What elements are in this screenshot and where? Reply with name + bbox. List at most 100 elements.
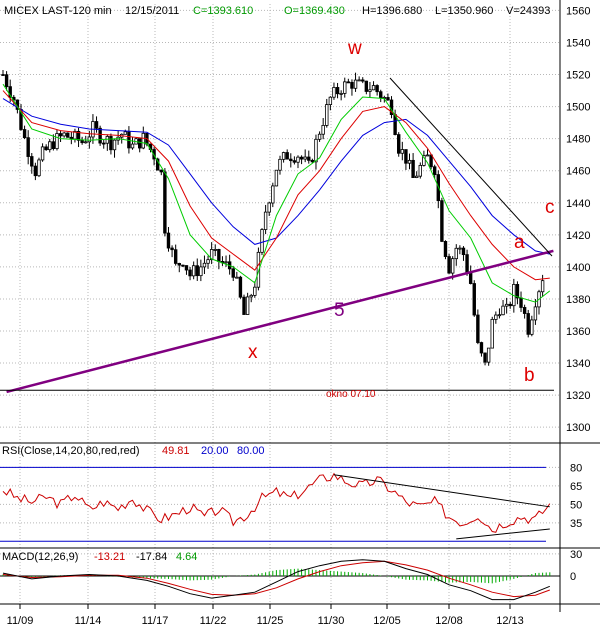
candle-body <box>497 314 502 317</box>
candle-body <box>443 241 448 257</box>
candle-body <box>242 296 246 315</box>
price-tick-label: 1520 <box>566 70 590 82</box>
candle-body <box>40 146 45 161</box>
candle-body <box>292 160 297 163</box>
candle-body <box>335 87 340 95</box>
candle-body <box>22 129 27 139</box>
candle-body <box>188 269 192 277</box>
high-label: H=1396.680 <box>362 5 422 17</box>
macd-tick-label: 30 <box>570 549 582 561</box>
candle-body <box>314 138 318 163</box>
candle-body <box>364 80 369 92</box>
candle-body <box>141 132 145 149</box>
candle-body <box>501 305 505 316</box>
candle-body <box>379 91 383 99</box>
candle-body <box>368 89 372 92</box>
price-tick-label: 1440 <box>566 198 590 210</box>
price-tick-label: 1480 <box>566 134 590 146</box>
date-tick-label: 11/14 <box>75 615 102 627</box>
candle-body <box>98 127 102 144</box>
candle-body <box>267 202 271 213</box>
candle-body <box>476 314 480 343</box>
candle-body <box>253 286 257 296</box>
macd-line <box>2 559 550 601</box>
candle-body <box>432 166 437 176</box>
candle-body <box>105 136 110 144</box>
price-tick-label: 1400 <box>566 262 590 274</box>
candle-body <box>447 256 451 274</box>
wave-a-label: a <box>514 232 525 253</box>
candle-body <box>191 265 196 277</box>
candle-body <box>181 264 185 267</box>
rsi-header: RSI(Close,14,20,80,red,red) 49.81 20.00 … <box>2 445 265 457</box>
candle-body <box>84 141 88 144</box>
date-tick-label: 11/09 <box>7 615 34 627</box>
ma-mid-line <box>2 90 550 281</box>
macd-panel <box>2 559 551 601</box>
macd-tick-label: 0 <box>570 571 576 583</box>
candle-body <box>58 133 63 137</box>
candle-body <box>109 136 113 151</box>
candle-body <box>166 232 171 249</box>
date-tick-label: 11/22 <box>200 615 227 627</box>
macd-title: MACD(12,26,9) <box>2 551 78 563</box>
rsi-trend-lower <box>456 528 550 540</box>
candle-body <box>173 249 178 264</box>
candle-body <box>533 306 538 321</box>
candle-body <box>468 272 473 284</box>
candle-body <box>450 258 455 274</box>
candle-body <box>66 132 70 138</box>
candle-body <box>515 284 520 299</box>
candle-body <box>249 294 253 298</box>
candle-body <box>112 139 117 151</box>
candle-body <box>386 97 390 101</box>
macd-header: MACD(12,26,9) -13.21 -17.84 4.64 <box>2 551 197 563</box>
rsi-tick-label: 65 <box>570 481 582 493</box>
date-tick-label: 12/13 <box>496 615 524 627</box>
macd-value: -13.21 <box>94 551 125 563</box>
macd-signal-value: -17.84 <box>136 551 167 563</box>
candle-body <box>170 247 174 251</box>
candle-body <box>256 251 261 288</box>
candle-body <box>530 319 534 335</box>
trendline-x-c <box>6 249 554 394</box>
wave-w-label: w <box>347 38 362 59</box>
candle-body <box>195 265 199 277</box>
rsi-tick-label: 35 <box>570 518 582 530</box>
candle-body <box>465 254 469 273</box>
candle-body <box>353 79 358 89</box>
candle-body <box>307 156 311 161</box>
candle-body <box>245 296 250 315</box>
candle-body <box>184 265 189 271</box>
candle-body <box>508 303 512 307</box>
candle-body <box>404 149 408 164</box>
open-label: O=1369.430 <box>284 5 345 17</box>
candle-body <box>425 154 430 157</box>
close-label: C=1393.610 <box>193 5 253 17</box>
wave-x-label: x <box>248 342 258 363</box>
candle-body <box>325 104 329 126</box>
candle-body <box>130 143 135 149</box>
candle-body <box>411 159 415 178</box>
candle-body <box>278 158 282 171</box>
candle-body <box>321 125 325 135</box>
candle-body <box>483 352 487 363</box>
date-label: 12/15/2011 <box>125 5 179 17</box>
candle-body <box>454 247 458 260</box>
candle-body <box>55 133 59 149</box>
price-tick-label: 1500 <box>566 102 590 114</box>
candle-body <box>472 283 476 316</box>
candle-body <box>33 165 38 177</box>
price-tick-label: 1360 <box>566 326 590 338</box>
candle-body <box>235 276 239 279</box>
candle-body <box>296 156 300 163</box>
rsi-high-level: 80.00 <box>237 445 265 457</box>
candle-body <box>281 152 286 160</box>
candle-body <box>206 259 210 264</box>
candle-body <box>375 85 379 93</box>
candle-body <box>76 130 81 141</box>
rsi-tick-label: 50 <box>570 499 582 511</box>
candle-body <box>87 136 92 143</box>
